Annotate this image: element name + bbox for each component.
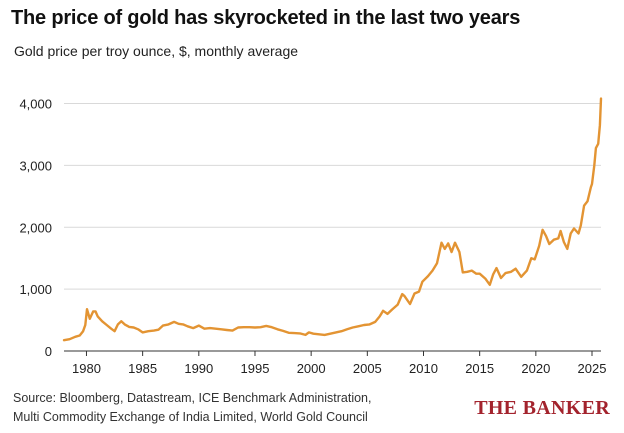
source-line-2: Multi Commodity Exchange of India Limite…: [13, 410, 368, 424]
x-tick-label-1980: 1980: [72, 361, 101, 376]
x-tick-label-2000: 2000: [297, 361, 326, 376]
x-tick-label-2025: 2025: [578, 361, 607, 376]
y-tick-label-3000: 3,000: [19, 158, 52, 173]
x-tick-label-1990: 1990: [184, 361, 213, 376]
y-tick-label-1000: 1,000: [19, 282, 52, 297]
x-tick-label-1995: 1995: [241, 361, 270, 376]
x-tick-label-2005: 2005: [353, 361, 382, 376]
y-tick-label-0: 0: [45, 344, 52, 359]
x-tick-label-2020: 2020: [521, 361, 550, 376]
x-tick-label-1985: 1985: [128, 361, 157, 376]
source-note: Source: Bloomberg, Datastream, ICE Bench…: [13, 389, 371, 427]
chart-title: The price of gold has skyrocketed in the…: [11, 7, 521, 29]
brand-logo: THE BANKER: [474, 397, 610, 419]
y-tick-label-2000: 2,000: [19, 220, 52, 235]
y-tick-label-4000: 4,000: [19, 97, 52, 112]
x-tick-label-2015: 2015: [465, 361, 494, 376]
x-tick-label-2010: 2010: [409, 361, 438, 376]
source-line-1: Source: Bloomberg, Datastream, ICE Bench…: [13, 391, 372, 405]
gold-price-series-line: [62, 97, 603, 342]
chart-subtitle: Gold price per troy ounce, $, monthly av…: [14, 43, 299, 59]
